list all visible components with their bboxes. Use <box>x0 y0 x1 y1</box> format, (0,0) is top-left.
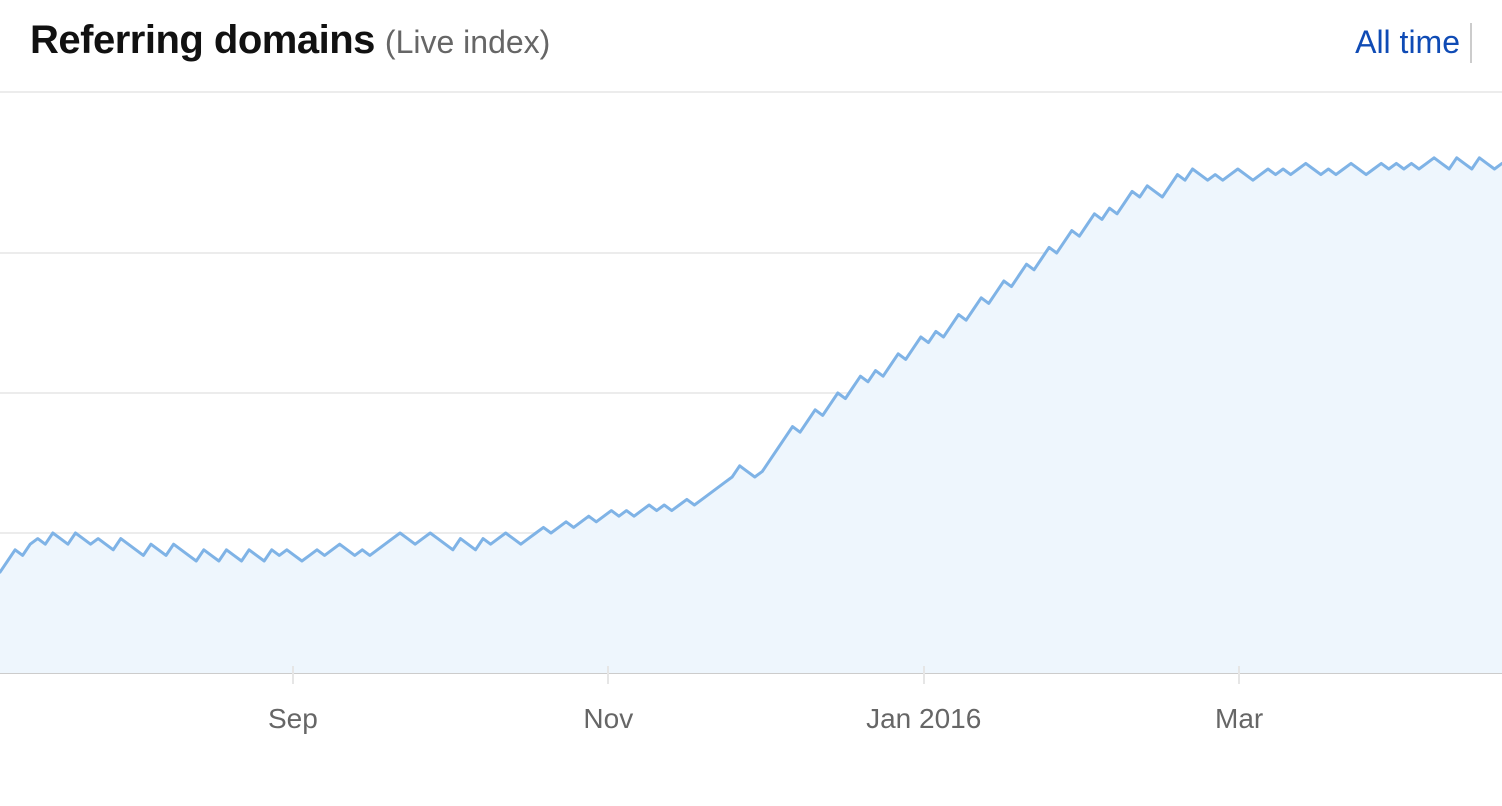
chart-svg <box>0 103 1502 743</box>
x-axis-label: Jan 2016 <box>866 703 981 735</box>
chart-title: Referring domains <box>30 18 375 63</box>
x-axis-tick <box>1238 666 1240 684</box>
x-axis-label: Sep <box>268 703 318 735</box>
x-axis-tick <box>292 666 294 684</box>
time-range-selector[interactable]: All time <box>1355 23 1472 63</box>
x-axis-tick <box>923 666 925 684</box>
header-divider <box>0 91 1502 93</box>
chart-header: Referring domains (Live index) All time <box>0 18 1502 63</box>
x-axis-label: Nov <box>583 703 633 735</box>
referring-domains-chart: Sep Nov Jan 2016 Mar <box>0 103 1502 743</box>
divider-vertical <box>1470 23 1472 63</box>
x-axis-tick <box>607 666 609 684</box>
x-axis-label: Mar <box>1215 703 1263 735</box>
time-range-label: All time <box>1355 24 1460 61</box>
chart-subtitle: (Live index) <box>385 24 550 61</box>
